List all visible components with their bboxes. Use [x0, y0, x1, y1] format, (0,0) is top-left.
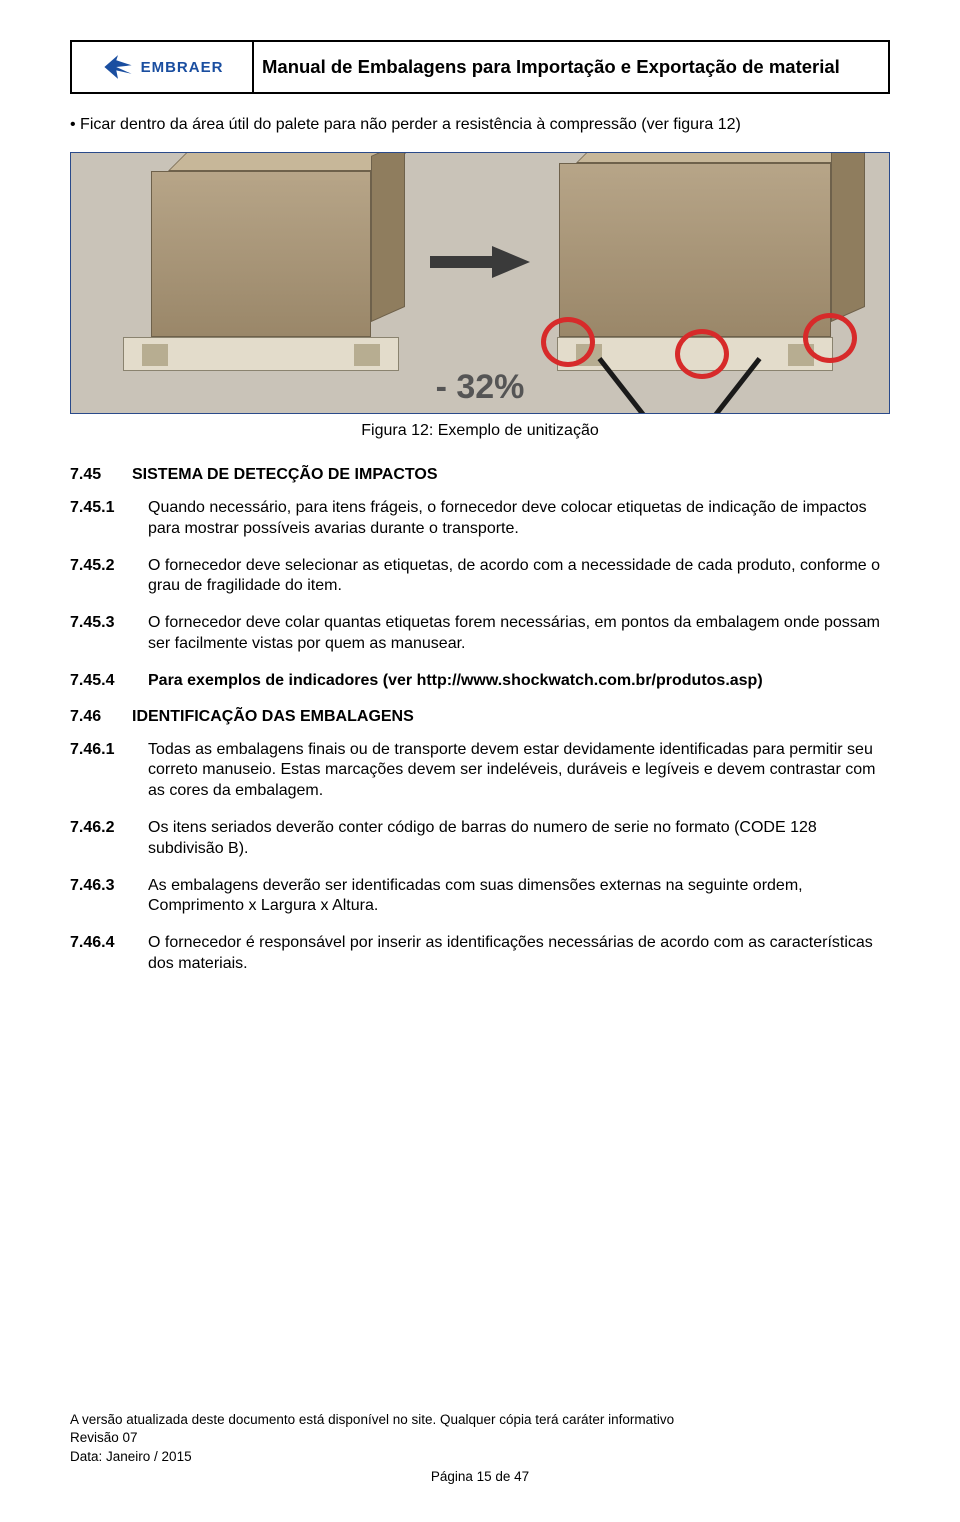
warning-circle	[541, 317, 595, 367]
logo-cell: EMBRAER	[70, 40, 252, 94]
para-num: 7.46.1	[70, 740, 148, 761]
para-num: 7.45.4	[70, 671, 148, 692]
para-text: As embalagens deverão ser identificadas …	[148, 877, 803, 915]
percent-label: - 32%	[436, 368, 525, 407]
document-body: Ficar dentro da área útil do palete para…	[70, 112, 890, 975]
document-footer: A versão atualizada deste documento está…	[70, 1411, 890, 1486]
page-number: Página 15 de 47	[70, 1468, 890, 1486]
section-num: 7.45	[70, 466, 132, 484]
pallet-incorrect	[557, 337, 833, 371]
figure-12: - 32%	[70, 152, 890, 414]
logo: EMBRAER	[101, 50, 224, 84]
section-title: SISTEMA DE DETECÇÃO DE IMPACTOS	[132, 466, 438, 483]
footer-line-1: A versão atualizada deste documento está…	[70, 1411, 890, 1429]
para-7-45-2: 7.45.2O fornecedor deve selecionar as et…	[148, 556, 890, 598]
para-7-46-3: 7.46.3As embalagens deverão ser identifi…	[148, 876, 890, 918]
bullet-text: Ficar dentro da área útil do palete para…	[70, 116, 890, 134]
para-num: 7.46.2	[70, 818, 148, 839]
section-heading-7-45: 7.45SISTEMA DE DETECÇÃO DE IMPACTOS	[70, 466, 890, 484]
para-7-45-3: 7.45.3O fornecedor deve colar quantas et…	[148, 613, 890, 655]
para-text: O fornecedor deve selecionar as etiqueta…	[148, 557, 880, 595]
para-text: O fornecedor é responsável por inserir a…	[148, 934, 873, 972]
para-text: O fornecedor deve colar quantas etiqueta…	[148, 614, 880, 652]
warning-circle	[675, 329, 729, 379]
para-text: Para exemplos de indicadores (ver http:/…	[148, 672, 763, 689]
warning-circle	[803, 313, 857, 363]
para-num: 7.46.3	[70, 876, 148, 897]
para-num: 7.45.2	[70, 556, 148, 577]
section-title: IDENTIFICAÇÃO DAS EMBALAGENS	[132, 708, 414, 725]
footer-line-2: Revisão 07	[70, 1429, 890, 1447]
para-7-46-4: 7.46.4O fornecedor é responsável por ins…	[148, 933, 890, 975]
figure-caption: Figura 12: Exemplo de unitização	[70, 422, 890, 440]
para-7-46-2: 7.46.2Os itens seriados deverão conter c…	[148, 818, 890, 860]
arrow-icon	[430, 246, 530, 278]
section-num: 7.46	[70, 708, 132, 726]
para-num: 7.46.4	[70, 933, 148, 954]
title-cell: Manual de Embalagens para Importação e E…	[252, 40, 890, 94]
logo-text: EMBRAER	[141, 59, 224, 76]
document-header: EMBRAER Manual de Embalagens para Import…	[70, 40, 890, 94]
para-text: Os itens seriados deverão conter código …	[148, 819, 817, 857]
para-num: 7.45.1	[70, 498, 148, 519]
para-7-45-1: 7.45.1Quando necessário, para itens frág…	[148, 498, 890, 540]
bird-icon	[101, 50, 135, 84]
footer-line-3: Data: Janeiro / 2015	[70, 1448, 890, 1466]
para-text: Quando necessário, para itens frágeis, o…	[148, 499, 867, 537]
section-heading-7-46: 7.46IDENTIFICAÇÃO DAS EMBALAGENS	[70, 708, 890, 726]
document-title: Manual de Embalagens para Importação e E…	[262, 56, 840, 78]
para-7-45-4: 7.45.4Para exemplos de indicadores (ver …	[148, 671, 890, 692]
para-num: 7.45.3	[70, 613, 148, 634]
para-text: Todas as embalagens finais ou de transpo…	[148, 741, 875, 800]
pallet-correct	[123, 337, 399, 371]
para-7-46-1: 7.46.1Todas as embalagens finais ou de t…	[148, 740, 890, 802]
